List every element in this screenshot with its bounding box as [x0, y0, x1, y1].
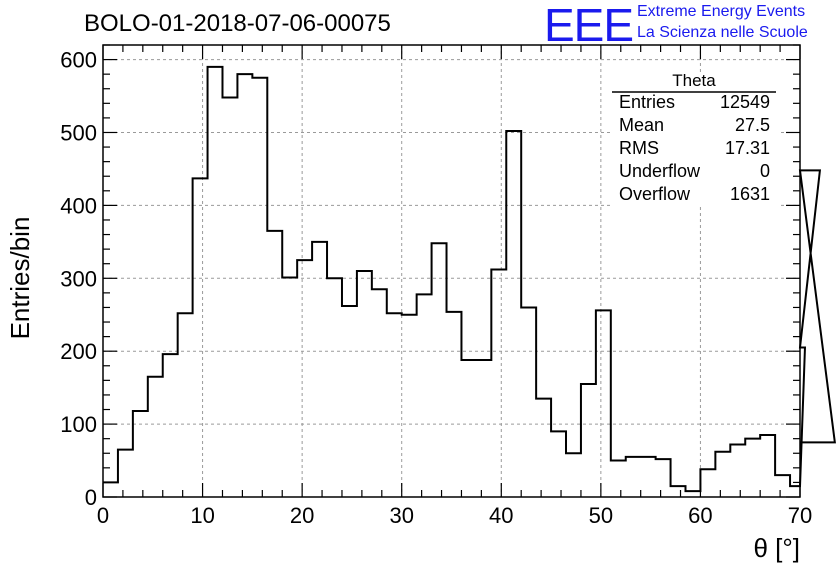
stats-title: Theta [672, 71, 716, 90]
y-tick-label-0: 0 [85, 485, 97, 510]
y-tick-label-6: 600 [60, 48, 97, 73]
y-tick-label-3: 300 [60, 266, 97, 291]
plot-frame [102, 44, 801, 498]
tick-labels: 0 10 20 30 40 50 60 70 0 100 200 300 400 500 600 [60, 48, 812, 528]
stats-value-mean: 27.5 [734, 115, 770, 135]
grid-lines [103, 45, 800, 497]
y-tick-label-5: 500 [60, 120, 97, 145]
x-tick-label-5: 50 [589, 503, 613, 528]
y-tick-label-4: 400 [60, 193, 97, 218]
stats-box-background [610, 74, 778, 206]
axis-ticks [102, 44, 801, 498]
chart-title: BOLO-01-2018-07-06-00075 [84, 10, 391, 37]
logo-line-2: La Scienza nelle Scuole [637, 24, 808, 41]
stats-label-rms: RMS [619, 138, 659, 158]
x-tick-label-3: 30 [389, 503, 413, 528]
stats-value-underflow: 0 [759, 161, 770, 181]
stats-label-overflow: Overflow [619, 184, 691, 204]
x-axis-label: θ [°] [753, 533, 800, 563]
stats-label-entries: Entries [619, 92, 676, 112]
x-tick-label-4: 40 [489, 503, 513, 528]
eee-logo-mark: EEE [544, 0, 634, 51]
x-tick-label-7: 70 [788, 503, 812, 528]
y-tick-label-1: 100 [60, 412, 97, 437]
x-tick-label-2: 20 [290, 503, 314, 528]
stats-value-entries: 12549 [719, 92, 770, 112]
stats-box [610, 74, 778, 206]
stats-label-underflow: Underflow [619, 161, 701, 181]
x-tick-label-0: 0 [97, 503, 109, 528]
x-tick-label-1: 10 [190, 503, 214, 528]
y-axis-label: Entries/bin [5, 216, 35, 340]
histogram-line [103, 65, 836, 493]
logo-line-1: Extreme Energy Events [637, 3, 806, 20]
stats-value-rms: 17.31 [724, 138, 770, 158]
y-tick-label-2: 200 [60, 339, 97, 364]
stats-label-mean: Mean [619, 115, 665, 135]
stats-value-overflow: 1631 [729, 184, 770, 204]
x-tick-label-6: 60 [688, 503, 712, 528]
